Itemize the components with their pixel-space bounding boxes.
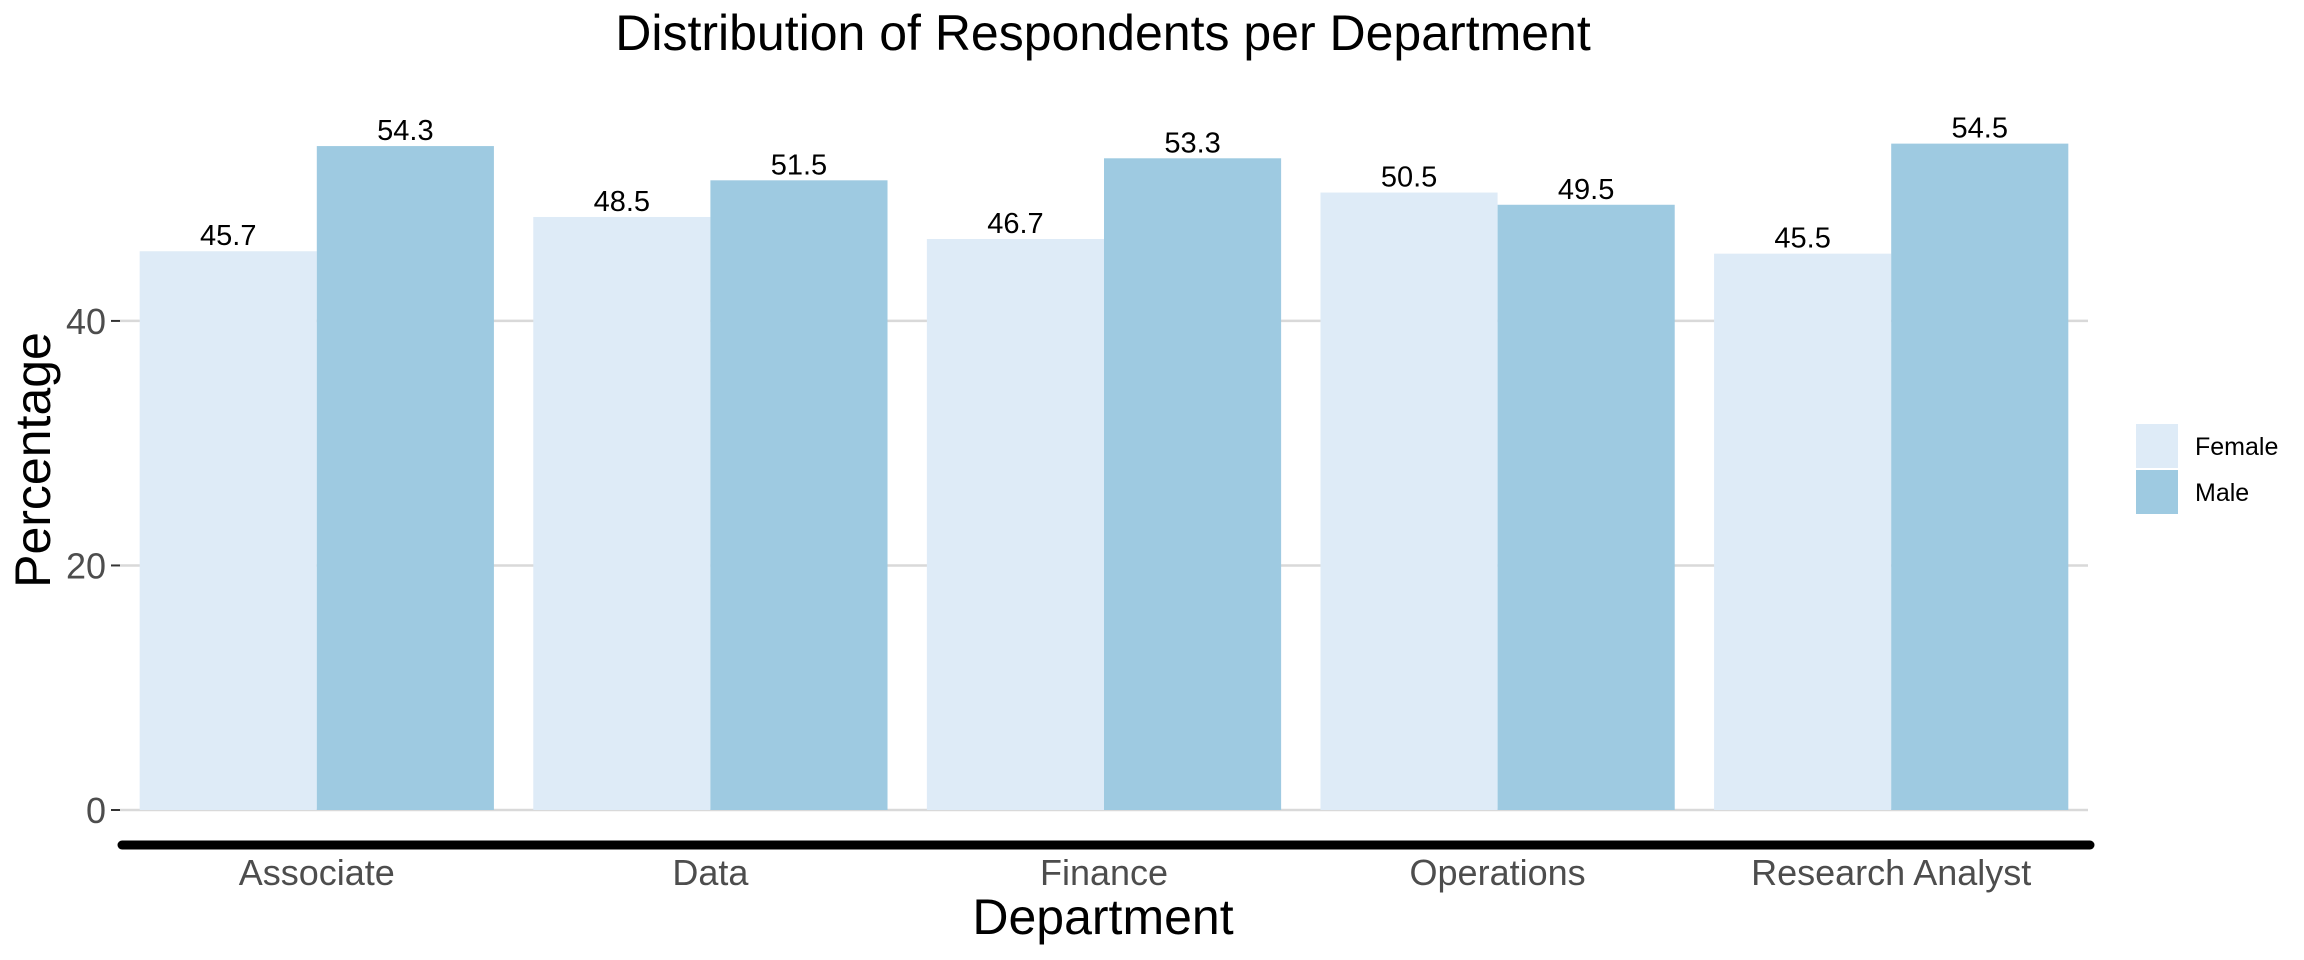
bar-female [1320,192,1498,811]
bars [139,143,2069,811]
chart-title: Distribution of Respondents per Departme… [615,5,1591,61]
bar-female [533,216,711,811]
y-tick-label: 20 [66,545,106,586]
x-tick-label: Operations [1410,852,1586,893]
x-tick-label: Finance [1040,852,1168,893]
axes: 0 20 40 Associate Data Finance Operations Resea… [66,301,2095,893]
bar-male [710,180,888,811]
bar-male [1104,158,1282,810]
y-axis-title: Percentage [5,332,61,588]
x-tick-label: Research Analyst [1751,852,2031,893]
data-label-male: 51.5 [771,149,827,181]
legend-key-male [2136,470,2178,514]
data-label-male: 53.3 [1164,127,1220,159]
x-axis-title: Department [972,889,1233,945]
legend-key-female [2136,424,2178,468]
y-tick-label: 40 [66,301,106,342]
bar-female [926,238,1104,811]
data-label-female: 45.7 [200,220,256,252]
data-label-male: 49.5 [1558,174,1614,206]
legend-label-female: Female [2195,433,2278,461]
data-label-male: 54.3 [377,115,433,147]
bar-female [1714,253,1892,811]
x-tick-label: Associate [239,852,395,893]
data-label-female: 50.5 [1381,162,1437,194]
bar-male [1891,143,2069,810]
bar-male [316,146,494,810]
bar-female [139,251,317,810]
data-label-male: 54.5 [1952,113,2008,145]
data-labels: 45.7 54.3 48.5 51.5 46.7 53.3 50.5 49.5 45.5 54.5 [200,113,2008,255]
legend: Female Male [2136,424,2278,514]
bar-male [1497,204,1675,810]
data-label-female: 48.5 [594,186,650,218]
x-tick-label: Data [672,852,749,893]
data-label-female: 46.7 [987,208,1043,240]
y-tick-label: 0 [86,790,106,831]
data-label-female: 45.5 [1774,223,1830,255]
legend-label-male: Male [2195,479,2249,507]
